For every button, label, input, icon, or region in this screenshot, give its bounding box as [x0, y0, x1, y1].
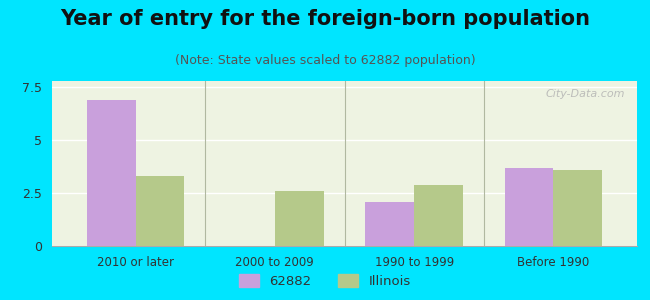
Text: (Note: State values scaled to 62882 population): (Note: State values scaled to 62882 popu… [175, 54, 475, 67]
Bar [87, 100, 136, 246]
Bar [414, 185, 463, 246]
Bar [504, 168, 553, 246]
Bar [553, 170, 602, 246]
Bar [365, 202, 414, 246]
Text: Year of entry for the foreign-born population: Year of entry for the foreign-born popul… [60, 9, 590, 29]
Bar [275, 191, 324, 246]
Text: City-Data.com: City-Data.com [546, 89, 625, 99]
Legend: 62882, Illinois: 62882, Illinois [234, 268, 416, 293]
Bar [136, 176, 185, 246]
